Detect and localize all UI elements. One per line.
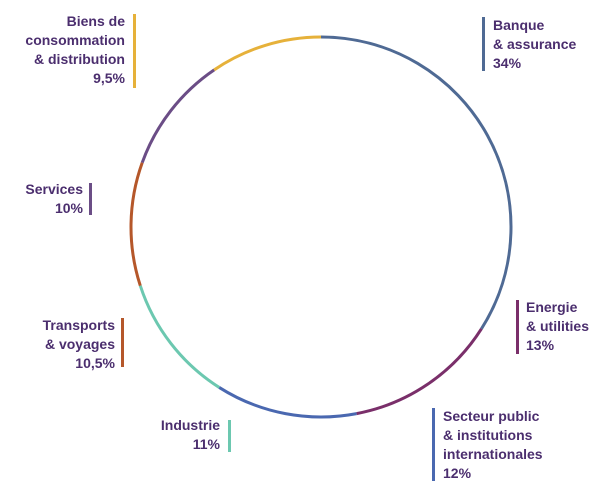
slice-arc [129,162,144,287]
label-bar-energie [516,300,519,354]
label-bar-biens [133,14,136,88]
slice-value: 34% [493,55,522,71]
slice-arc [213,35,322,72]
label-services: Services 10% [25,180,83,218]
slice-arc [356,328,483,416]
slice-arc [138,285,220,389]
label-bar-secteur-public [432,408,435,481]
slice-label: Biens de consommation & distribution [25,13,125,67]
slice-label: Secteur public & institutions internatio… [443,408,543,462]
slice-value: 12% [443,465,472,481]
slice-label: Energie & utilities [526,299,590,334]
label-bar-transports [121,318,124,367]
label-bar-industrie [228,420,231,452]
slice-label: Industrie [160,417,220,433]
slice-value: 10% [54,200,83,216]
label-transports-voyages: Transports & voyages 10,5% [43,316,115,373]
slice-label: Transports & voyages [42,317,115,352]
slice-label: Services [25,181,83,197]
slice-value: 11% [192,436,220,452]
label-bar-services [89,183,92,215]
label-bar-banque [482,17,485,71]
slice-arc [140,68,216,164]
slice-value: 13% [526,337,555,353]
slice-value: 9,5% [93,70,125,86]
label-secteur-public: Secteur public & institutions internatio… [443,407,543,483]
slice-arc [320,35,513,330]
label-energie-utilities: Energie & utilities 13% [526,298,589,355]
label-banque-assurance: Banque & assurance 34% [493,16,576,73]
label-industrie: Industrie 11% [161,416,220,454]
label-biens-consommation: Biens de consommation & distribution 9,5… [25,12,125,88]
slice-value: 10,5% [75,355,115,371]
slice-arc [218,386,357,419]
slice-label: Banque & assurance [493,17,577,52]
